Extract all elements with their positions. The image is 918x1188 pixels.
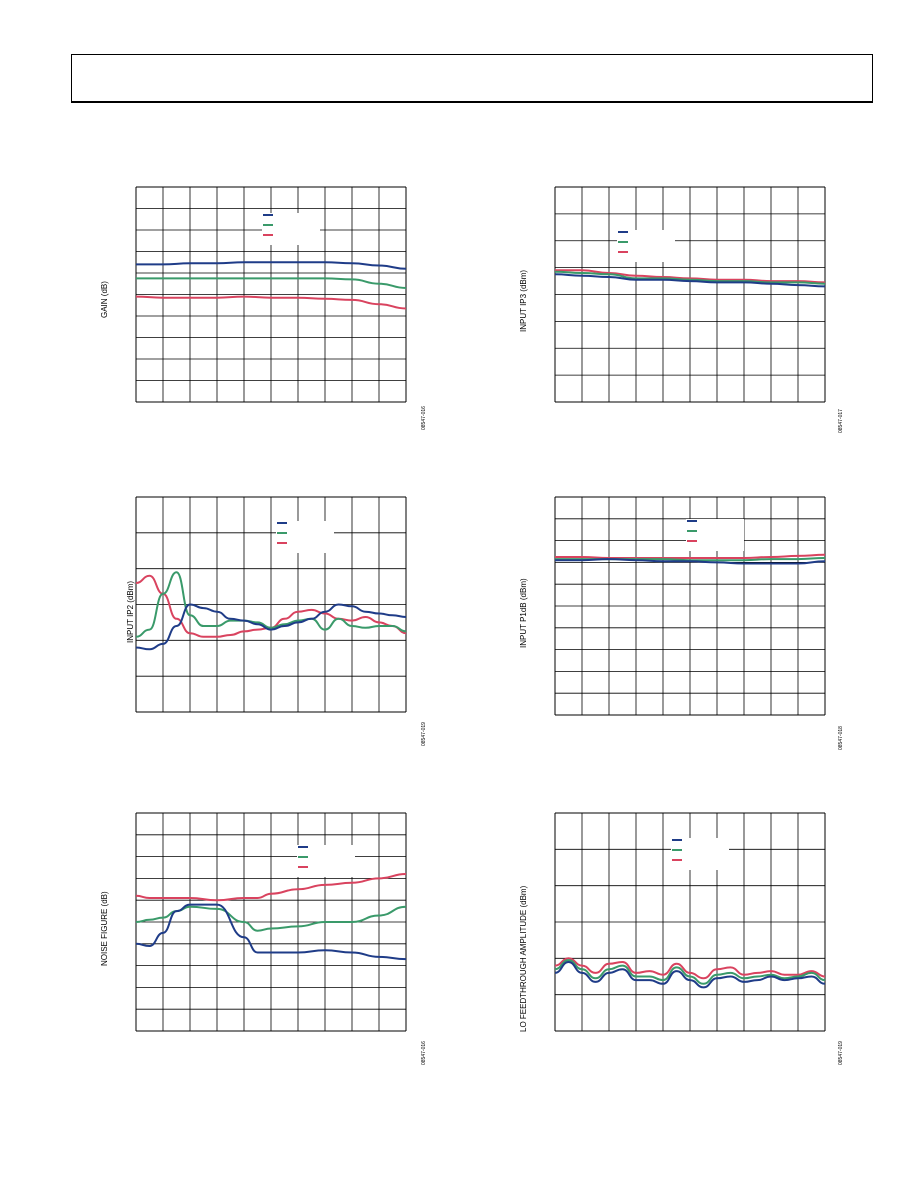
chart-4-figure-id: 08547-018 — [838, 726, 844, 750]
chart-2-legend — [617, 230, 675, 262]
series-2-line — [554, 959, 826, 985]
series-1-line — [555, 558, 826, 565]
chart-3-legend — [276, 521, 334, 553]
chart-3-plot — [135, 496, 407, 713]
chart-1-legend — [262, 213, 320, 245]
chart-2-ylabel: INPUT IP3 (dBm) — [519, 269, 528, 332]
page-header-box — [71, 54, 873, 103]
series-2-line — [135, 571, 407, 638]
chart-4-legend — [686, 519, 744, 551]
chart-5-plot — [135, 812, 407, 1032]
series-1-line — [554, 960, 826, 989]
chart-5-ylabel: NOISE FIGURE (dB) — [100, 891, 109, 966]
chart-1-ylabel: GAIN (dB) — [100, 281, 109, 318]
chart-3-ylabel: INPUT IP2 (dBm) — [126, 580, 135, 643]
chart-3-figure-id: 08547-019 — [421, 722, 427, 746]
chart-2-figure-id: 08547-017 — [838, 409, 844, 433]
legend-background — [686, 519, 744, 551]
series-2-line — [136, 277, 407, 289]
chart-6-legend — [671, 838, 729, 870]
chart-2-plot — [554, 186, 826, 403]
chart-4-ylabel: INPUT P1dB (dBm) — [519, 578, 528, 648]
legend-background — [617, 230, 675, 262]
chart-6-ylabel: LO FEEDTHROUGH AMPLITUDE (dBm) — [519, 885, 528, 1032]
series-3-line — [135, 873, 407, 902]
series-3-line — [554, 957, 826, 980]
series-3-line — [554, 269, 826, 284]
series-1-line — [554, 273, 826, 288]
series-3-line — [135, 295, 407, 310]
legend-background — [262, 213, 320, 245]
series-1-line — [135, 603, 407, 651]
series-1-line — [135, 903, 407, 961]
series-1-line — [135, 261, 407, 270]
legend-background — [671, 838, 729, 870]
legend-background — [276, 521, 334, 553]
chart-4-plot — [554, 496, 826, 716]
chart-6-figure-id: 08547-019 — [838, 1041, 844, 1065]
series-2-line — [554, 270, 826, 285]
series-3-line — [555, 553, 826, 559]
legend-background — [297, 845, 355, 877]
series-2-line — [135, 905, 407, 932]
chart-5-legend — [297, 845, 355, 877]
chart-1-figure-id: 08547-016 — [421, 406, 427, 430]
chart-5-figure-id: 08547-016 — [421, 1041, 427, 1065]
